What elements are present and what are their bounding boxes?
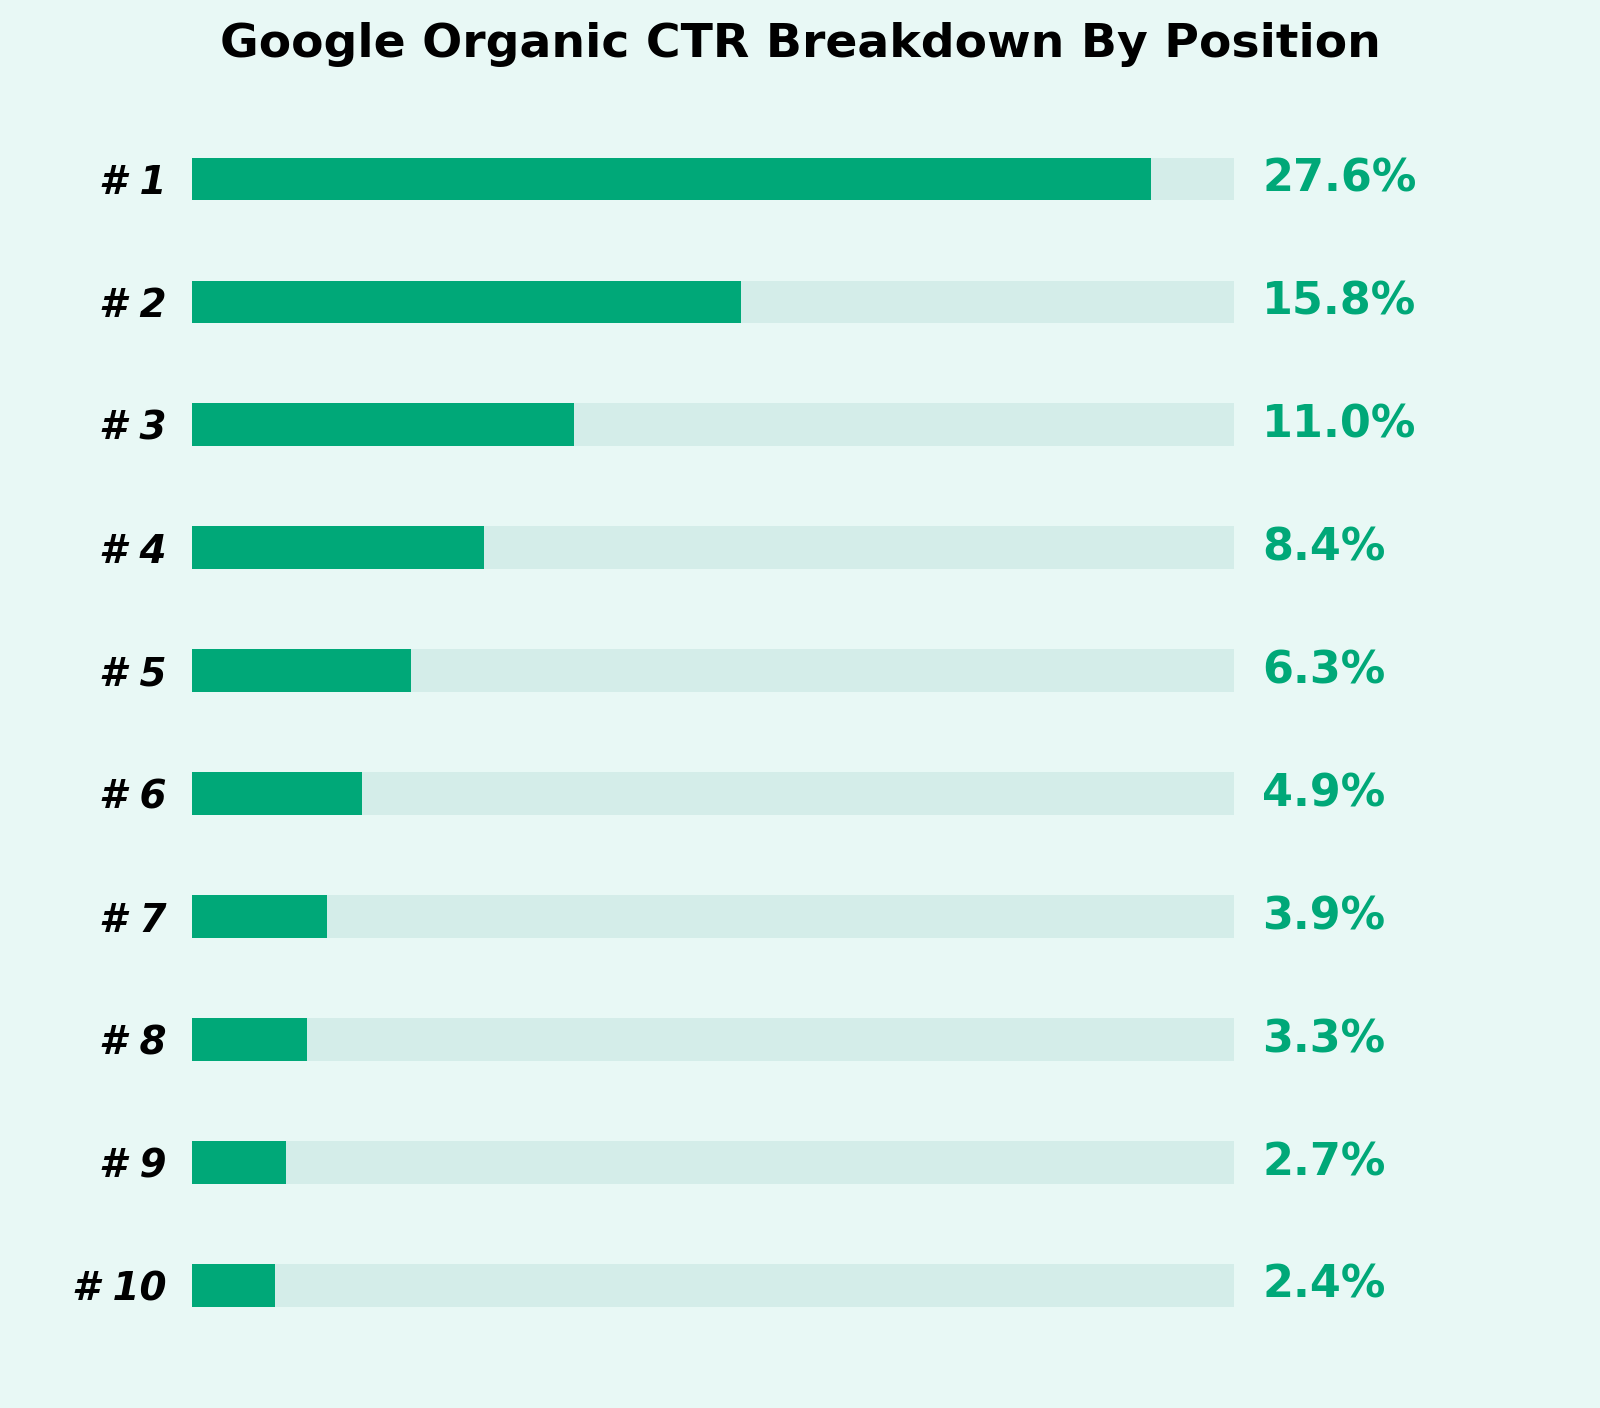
Text: 8.4%: 8.4% [1262, 527, 1386, 569]
Bar [192, 895, 328, 938]
Bar [192, 1142, 1234, 1184]
Title: Google Organic CTR Breakdown By Position: Google Organic CTR Breakdown By Position [219, 23, 1381, 68]
Bar [192, 1018, 1234, 1060]
Bar [192, 1142, 286, 1184]
Text: 2.7%: 2.7% [1262, 1140, 1386, 1184]
Bar [192, 1018, 307, 1060]
Text: 2.4%: 2.4% [1262, 1264, 1386, 1307]
Text: 4.9%: 4.9% [1262, 772, 1386, 815]
Bar [192, 404, 574, 446]
Bar [192, 649, 1234, 691]
Bar [192, 280, 741, 322]
Bar [192, 527, 1234, 569]
Text: 3.9%: 3.9% [1262, 895, 1386, 938]
Bar [192, 1264, 275, 1307]
Bar [192, 895, 1234, 938]
Bar [192, 404, 1234, 446]
Bar [192, 158, 1150, 200]
Text: 15.8%: 15.8% [1262, 280, 1416, 324]
Bar [192, 280, 1234, 322]
Bar [192, 1264, 1234, 1307]
Bar [192, 158, 1234, 200]
Bar [192, 773, 1234, 815]
Text: 27.6%: 27.6% [1262, 158, 1416, 200]
Bar [192, 649, 411, 691]
Text: 6.3%: 6.3% [1262, 649, 1386, 693]
Bar [192, 773, 362, 815]
Text: 11.0%: 11.0% [1262, 403, 1416, 446]
Text: 3.3%: 3.3% [1262, 1018, 1386, 1062]
Bar [192, 527, 483, 569]
